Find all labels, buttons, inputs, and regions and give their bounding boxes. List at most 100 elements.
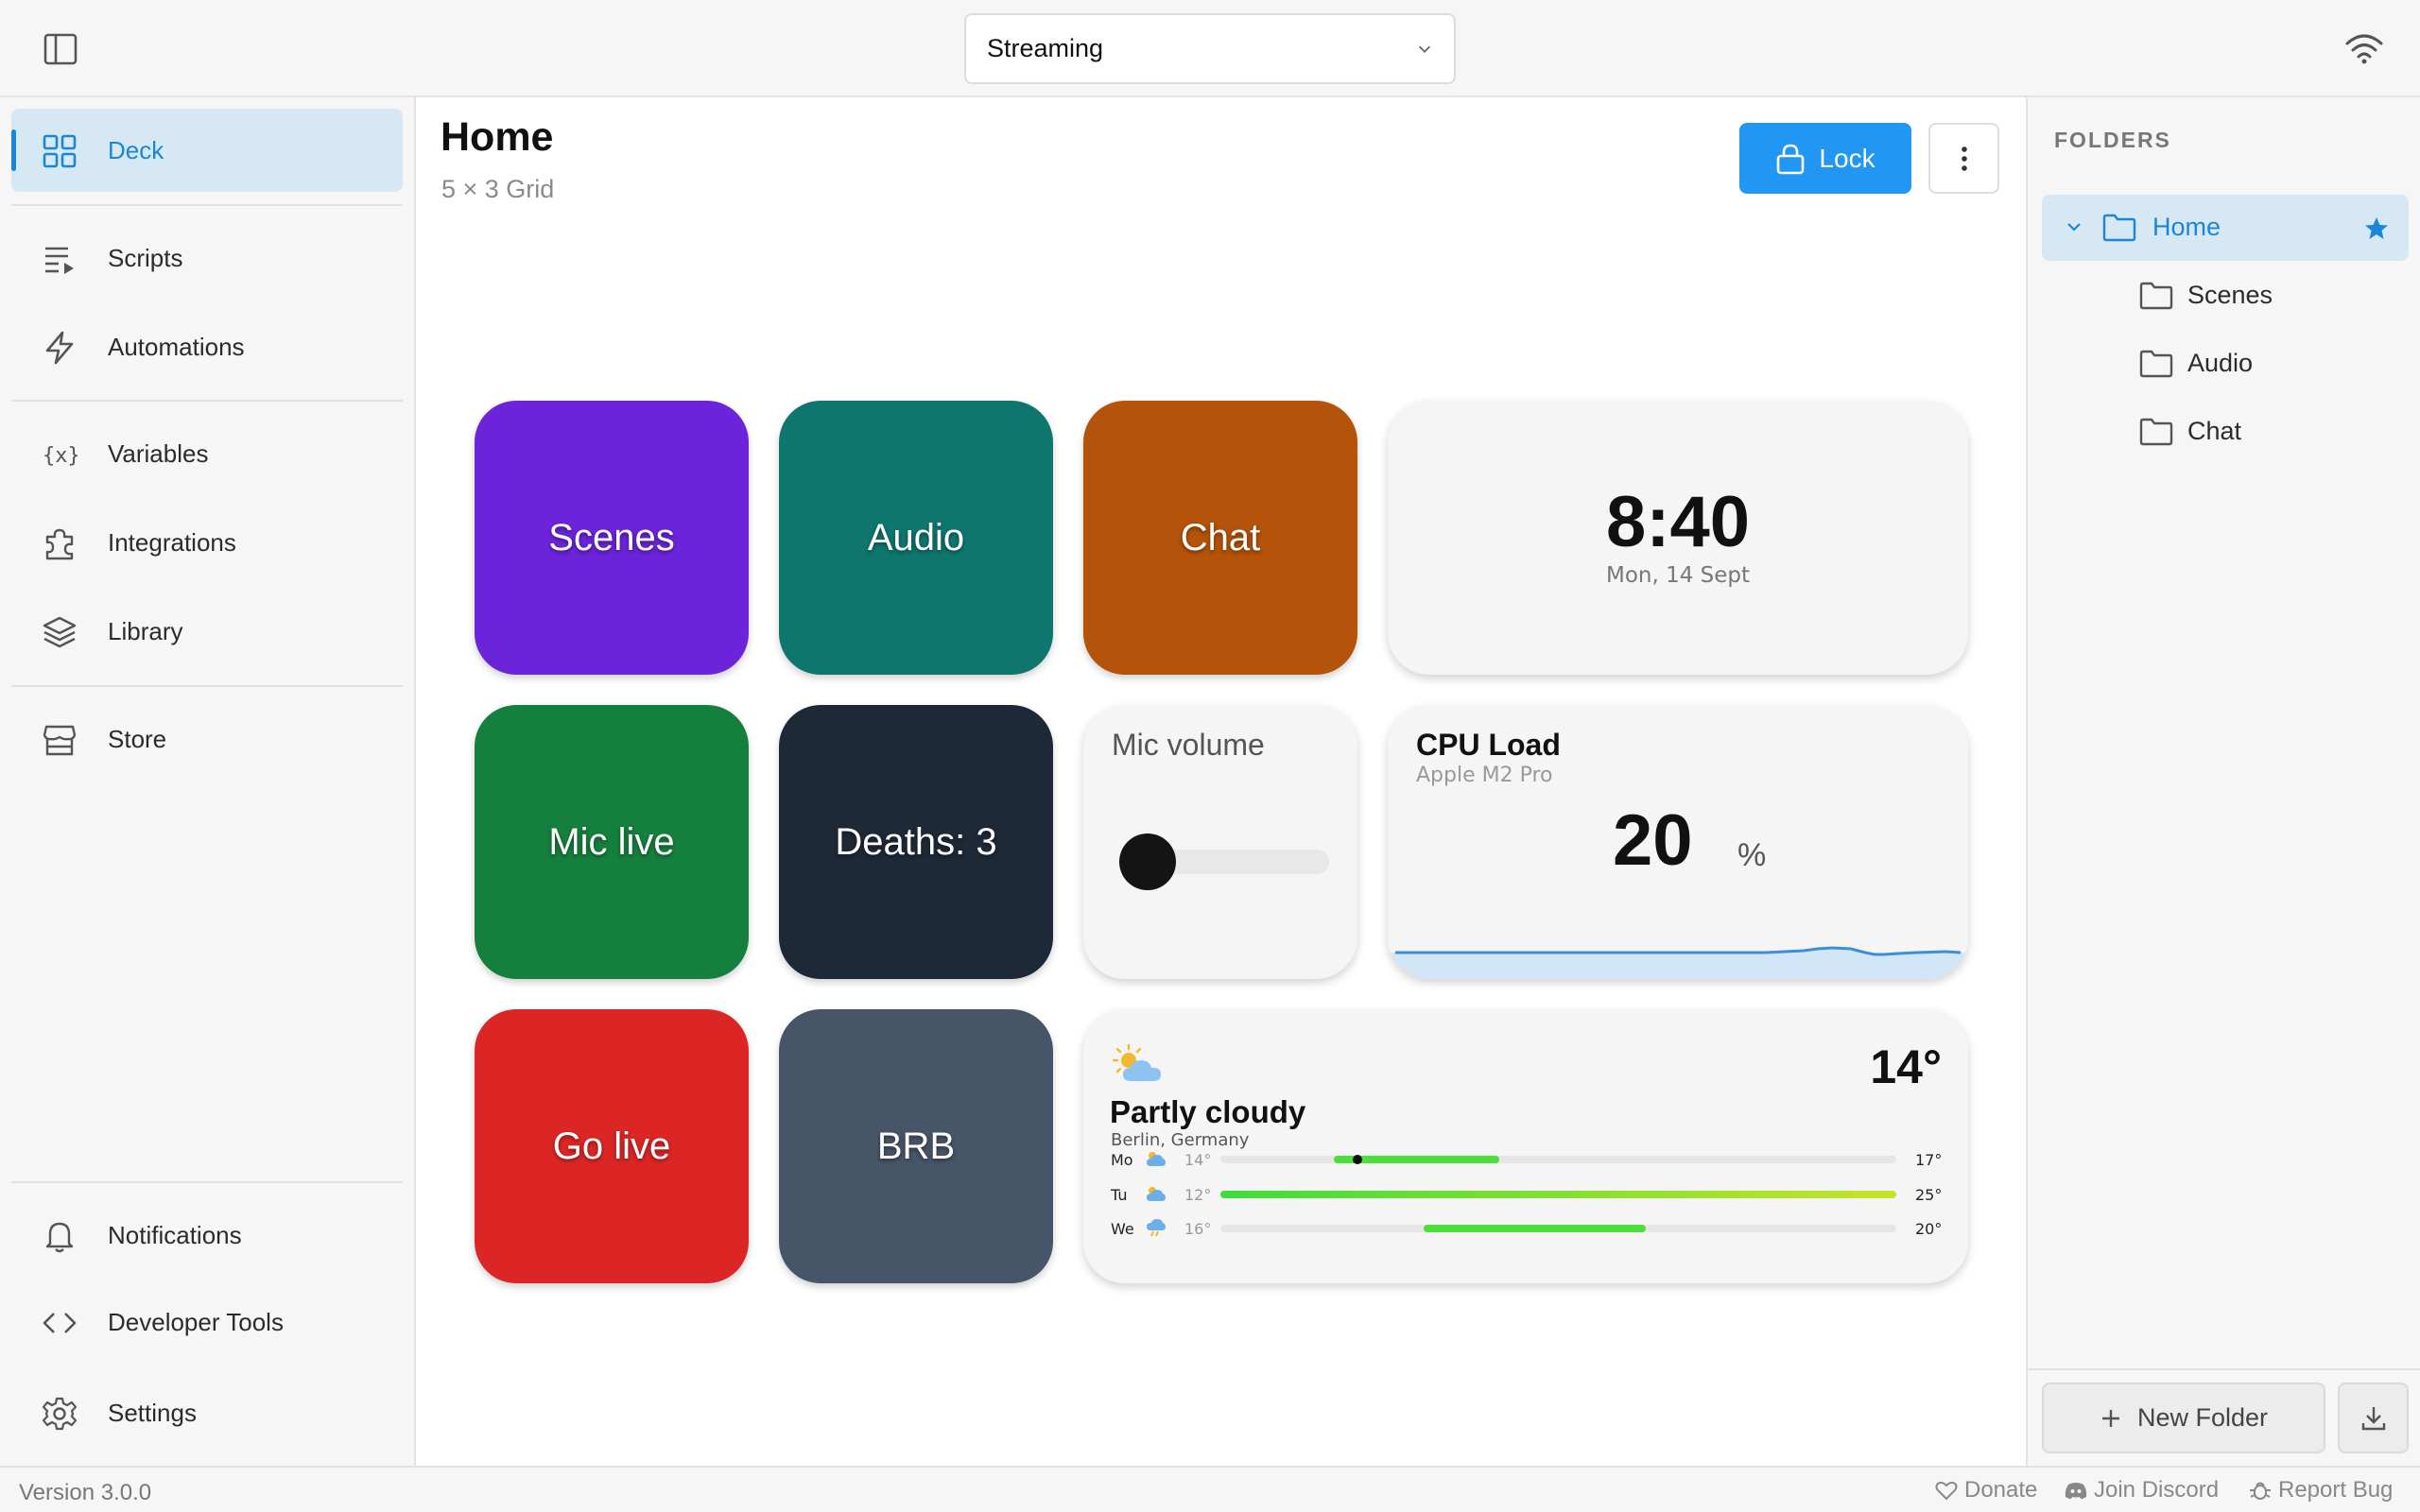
forecast-day: Mo (1111, 1151, 1133, 1169)
nav-variables[interactable]: {x} Variables (11, 412, 403, 495)
version-label: Version 3.0.0 (19, 1480, 152, 1505)
folder-label: Scenes (2187, 281, 2273, 309)
donate-label: Donate (1964, 1477, 2038, 1503)
top-bar: Streaming (0, 0, 2420, 97)
code-icon (42, 1305, 78, 1341)
nav-notifications-label: Notifications (108, 1220, 242, 1249)
rain-cloud-icon (1147, 1219, 1166, 1237)
join-discord-label: Join Discord (2094, 1477, 2220, 1503)
chevron-down-icon[interactable] (2065, 217, 2083, 236)
nav-scripts-label: Scripts (108, 243, 183, 272)
forecast-low: 16° (1184, 1220, 1212, 1238)
tile-deaths-counter[interactable]: Deaths: 3 (779, 705, 1053, 979)
forecast-high: 25° (1915, 1186, 1943, 1204)
mic-volume-title: Mic volume (1112, 728, 1265, 762)
deck-area: Home 5 × 3 Grid Lock Scenes Audio Chat 8… (416, 97, 2026, 1466)
cpu-load-widget[interactable]: CPU Load Apple M2 Pro 20 % (1388, 705, 1968, 979)
tile-chat[interactable]: Chat (1083, 401, 1357, 675)
divider (11, 400, 403, 402)
lock-button-label: Lock (1819, 143, 1876, 173)
cpu-load-value: 20 (1613, 800, 1693, 881)
import-button[interactable] (2338, 1383, 2409, 1453)
forecast-list: Mo 14° 17° Tu 12° 25° We 16° 20° (1083, 1009, 1968, 1283)
cpu-load-unit: % (1737, 837, 1767, 873)
clock-widget[interactable]: 8:40 Mon, 14 Sept (1388, 401, 1968, 675)
cloudy-icon (1147, 1187, 1166, 1201)
clock-time: 8:40 (1605, 482, 1751, 562)
forecast-range-track (1220, 1191, 1896, 1198)
nav-developer-tools[interactable]: Developer Tools (11, 1280, 403, 1364)
report-bug-link[interactable]: Report Bug (2248, 1477, 2393, 1503)
puzzle-icon (42, 525, 78, 561)
forecast-range-bar (1424, 1225, 1646, 1232)
forecast-range-bar (1334, 1156, 1499, 1163)
folder-label: Audio (2187, 349, 2254, 377)
folder-scenes[interactable]: Scenes (2042, 263, 2409, 329)
weather-widget[interactable]: 14° Partly cloudy Berlin, Germany (1083, 1009, 1968, 1283)
new-folder-button[interactable]: New Folder (2042, 1383, 2325, 1453)
variable-braces-icon: {x} (42, 437, 80, 472)
divider (11, 1181, 403, 1183)
nav-integrations[interactable]: Integrations (11, 501, 403, 584)
nav-store-label: Store (108, 724, 167, 753)
nav-settings-label: Settings (108, 1398, 197, 1427)
nav-library[interactable]: Library (11, 590, 403, 673)
report-bug-label: Report Bug (2278, 1477, 2394, 1503)
clock-date: Mon, 14 Sept (1605, 563, 1751, 588)
download-icon (2361, 1406, 2385, 1430)
nav-deck-label: Deck (108, 135, 164, 164)
folder-home[interactable]: Home (2042, 195, 2409, 261)
plus-icon (2101, 1409, 2119, 1427)
tile-audio[interactable]: Audio (779, 401, 1053, 675)
forecast-range-bar (1220, 1191, 1896, 1198)
nav-settings[interactable]: Settings (11, 1371, 403, 1454)
weather-temperature: 14° (1870, 1040, 1942, 1093)
profile-select-value: Streaming (987, 34, 1104, 62)
gear-icon (42, 1396, 78, 1432)
nav-automations[interactable]: Automations (11, 305, 403, 388)
nav-deck[interactable]: Deck (11, 109, 403, 192)
tile-mic-live[interactable]: Mic live (475, 705, 749, 979)
forecast-row-tue: Tu 12° 25° (1083, 1181, 1972, 1210)
forecast-range-track (1220, 1155, 1896, 1164)
weather-condition: Partly cloudy (1110, 1094, 1306, 1129)
forecast-row-wed: We 16° 20° (1083, 1215, 1972, 1244)
tile-go-live[interactable]: Go live (475, 1009, 749, 1283)
folders-panel: FOLDERS Home Scenes Audio Chat New Folde… (2026, 97, 2420, 1466)
folder-icon (2139, 350, 2173, 378)
folder-icon (2102, 214, 2136, 242)
folder-label: Chat (2187, 417, 2242, 445)
wifi-icon (2344, 32, 2384, 66)
heart-icon (1935, 1481, 1958, 1501)
chevron-down-icon (1418, 45, 1431, 53)
forecast-row-mon: Mo 14° 17° (1083, 1146, 1972, 1175)
sidebar-toggle-icon[interactable] (42, 30, 79, 68)
profile-select[interactable]: Streaming (964, 13, 1456, 84)
folders-title: FOLDERS (2054, 128, 2171, 152)
tile-scenes[interactable]: Scenes (475, 401, 749, 675)
folder-chat[interactable]: Chat (2042, 399, 2409, 465)
folder-audio[interactable]: Audio (2042, 331, 2409, 397)
grid-icon (42, 133, 78, 169)
nav-library-label: Library (108, 616, 183, 645)
forecast-high: 17° (1915, 1151, 1943, 1169)
nav-notifications[interactable]: Notifications (11, 1194, 403, 1277)
nav-scripts[interactable]: Scripts (11, 216, 403, 300)
discord-icon (2065, 1483, 2087, 1499)
bell-icon (42, 1218, 78, 1254)
mic-volume-slider-knob[interactable] (1119, 833, 1176, 890)
cloudy-icon (1147, 1152, 1166, 1166)
svg-text:{x}: {x} (43, 444, 78, 468)
tile-brb[interactable]: BRB (779, 1009, 1053, 1283)
join-discord-link[interactable]: Join Discord (2064, 1477, 2219, 1503)
donate-link[interactable]: Donate (1934, 1477, 2037, 1503)
star-icon[interactable] (2363, 215, 2390, 242)
forecast-day: Tu (1111, 1186, 1128, 1204)
cpu-load-title: CPU Load (1416, 728, 1561, 762)
divider (11, 685, 403, 687)
nav-store[interactable]: Store (11, 697, 403, 781)
lock-button[interactable]: Lock (1739, 123, 1911, 194)
page-title: Home (441, 114, 554, 160)
more-options-button[interactable] (1928, 123, 1999, 194)
nav-integrations-label: Integrations (108, 527, 236, 557)
